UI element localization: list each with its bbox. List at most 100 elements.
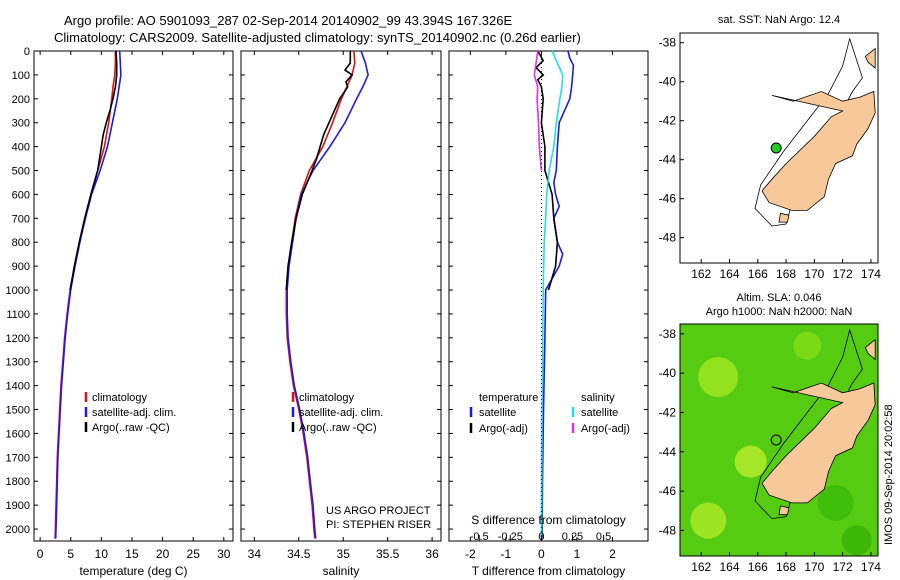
plot-frame	[33, 50, 234, 542]
map-x-tick-label: 168	[776, 560, 796, 574]
map-y-tick-label: -38	[659, 36, 677, 50]
s-tick-label: 0.25	[562, 531, 583, 543]
map-x-tick-label: 162	[691, 267, 711, 281]
map-x-tick-label: 166	[748, 267, 768, 281]
profile-panel-salinity: 34 34.5 35 35.5 36 salinity climatology satelli…	[240, 50, 442, 578]
map-y-tick-label: -42	[659, 405, 677, 419]
profile-panel-difference: -2 -1 0 1 2 T difference from climatology -0.5…	[448, 50, 649, 578]
map-y-tick-label: -46	[659, 484, 677, 498]
y-tick-label: 1800	[6, 476, 30, 488]
series-line	[285, 51, 354, 291]
y-tick-label: 200	[12, 94, 30, 106]
map-x-tick-label: 174	[861, 560, 881, 574]
y-tick-label: 400	[12, 142, 30, 154]
x-tick-label: 35	[337, 547, 351, 561]
series-line	[69, 50, 118, 291]
y-tick-label: 1200	[6, 333, 30, 345]
chart-title-line2: Climatology: CARS2009. Satellite-adjuste…	[54, 30, 581, 45]
sla-anomaly-patch	[817, 484, 854, 521]
x-tick-label: 15	[125, 547, 139, 561]
x-tick-label: 34	[248, 547, 262, 561]
profile-panel-temperature: 0100200300400500600700800900100011001200…	[6, 46, 234, 578]
legend-label: Argo(..raw -QC)	[92, 422, 170, 434]
sla-anomaly-patch	[734, 445, 767, 478]
x-tick-label: 25	[187, 547, 201, 561]
map-x-tick-label: 164	[719, 560, 739, 574]
legend-label: satellite	[581, 407, 618, 419]
argo-position-marker	[770, 434, 782, 446]
s-tick-label: -0.5	[470, 531, 489, 543]
annotation-text: PI: STEPHEN RISER	[326, 519, 431, 531]
map-x-tick-label: 174	[861, 267, 881, 281]
map-panel-sst: 162 164 166 168 170 172 174 -38 -40 -42 -44 -46 -48 s…	[659, 14, 882, 281]
series-line	[541, 50, 575, 539]
y-tick-label: 300	[12, 118, 30, 130]
map-subtitle: Argo h1000: NaN h2000: NaN	[706, 306, 853, 318]
legend-label: climatology	[299, 392, 355, 404]
map-x-tick-label: 170	[804, 267, 824, 281]
y-tick-label: 500	[12, 166, 30, 178]
x-tick-label: 30	[217, 547, 231, 561]
map-x-tick-label: 168	[776, 267, 796, 281]
legend-label: climatology	[92, 392, 148, 404]
y-tick-label: 1500	[6, 405, 30, 417]
map-x-tick-label: 172	[833, 267, 853, 281]
y-tick-label: 2000	[6, 524, 30, 536]
x-tick-label: 0	[37, 547, 44, 561]
y-tick-label: 1600	[6, 428, 30, 440]
x-tick-label: 35.5	[376, 547, 400, 561]
y-tick-label: 800	[12, 237, 30, 249]
argo-position-marker	[770, 142, 782, 154]
legend-title-temperature: temperature	[479, 392, 538, 404]
x-tick-label: 0	[538, 547, 545, 561]
credit-text: IMOS 09-Sep-2014 20:02:58	[883, 404, 895, 545]
land-north-island	[864, 338, 876, 361]
y-tick-label: 900	[12, 261, 30, 273]
land-stewart-island	[778, 505, 790, 516]
y-tick-label: 600	[12, 189, 30, 201]
y-tick-label: 1100	[6, 309, 30, 321]
legend-label: satellite	[479, 407, 516, 419]
chart-title-line1: Argo profile: AO 5901093_287 02-Sep-2014…	[64, 13, 513, 28]
plot-frame	[240, 50, 442, 542]
map-x-tick-label: 166	[748, 560, 768, 574]
map-x-tick-label: 162	[691, 560, 711, 574]
land-north-island	[864, 47, 876, 69]
y-tick-label: 1400	[6, 381, 30, 393]
y-tick-label: 700	[12, 213, 30, 225]
series-line	[540, 50, 564, 539]
x-tick-label: -1	[501, 547, 512, 561]
y-tick-label: 1700	[6, 452, 30, 464]
map-y-tick-label: -44	[659, 445, 677, 459]
series-line	[533, 50, 543, 171]
x-tick-label: 1	[574, 547, 581, 561]
y-tick-label: 0	[24, 46, 30, 58]
legend-label: satellite-adj. clim.	[92, 407, 176, 419]
map-y-tick-label: -48	[659, 523, 677, 537]
sla-anomaly-patch	[698, 357, 739, 398]
y-tick-label: 1900	[6, 500, 30, 512]
y-tick-label: 1300	[6, 357, 30, 369]
plot-frame	[448, 50, 649, 542]
s-tick-label: 0	[538, 531, 544, 543]
sla-anomaly-patch	[841, 525, 872, 556]
s-axis-label: S difference from climatology	[471, 513, 626, 527]
series-line	[286, 50, 369, 539]
annotation-text: US ARGO PROJECT	[326, 505, 431, 517]
map-x-tick-label: 172	[833, 560, 853, 574]
y-tick-label: 100	[12, 70, 30, 82]
y-tick-label: 1000	[6, 285, 30, 297]
map-y-tick-label: -44	[659, 153, 677, 167]
x-tick-label: 10	[95, 547, 109, 561]
s-tick-label: 0.5	[596, 531, 611, 543]
map-title: sat. SST: NaN Argo: 12.4	[718, 14, 840, 26]
x-axis-label: salinity	[323, 564, 360, 578]
map-y-tick-label: -46	[659, 192, 677, 206]
series-line	[534, 50, 559, 291]
land-south-island	[761, 90, 876, 211]
x-axis-label: temperature (deg C)	[79, 564, 187, 578]
x-tick-label: 20	[156, 547, 170, 561]
land-south-island	[761, 382, 876, 504]
map-title: Altim. SLA: 0.046	[737, 292, 822, 304]
map-y-tick-label: -40	[659, 75, 677, 89]
